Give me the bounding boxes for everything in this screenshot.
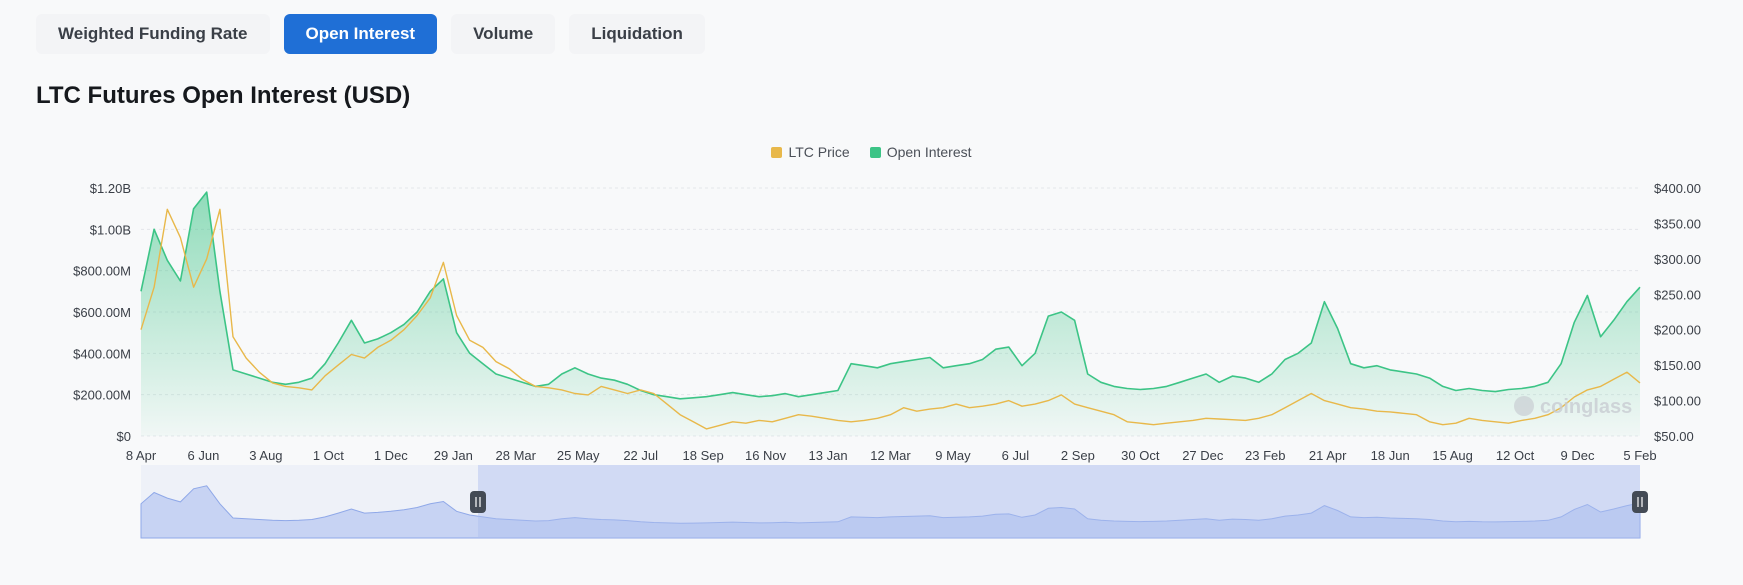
tab-liquidation[interactable]: Liquidation (569, 14, 705, 54)
x-tick-label: 8 Apr (126, 448, 157, 463)
x-tick-label: 1 Oct (313, 448, 344, 463)
tab-open-interest[interactable]: Open Interest (283, 14, 438, 54)
x-tick-label: 21 Apr (1309, 448, 1347, 463)
legend-label-open-interest: Open Interest (886, 144, 972, 160)
legend-swatch-open-interest (869, 146, 881, 158)
x-tick-label: 25 May (557, 448, 600, 463)
x-tick-label: 16 Nov (745, 448, 787, 463)
x-tick-label: 29 Jan (434, 448, 473, 463)
y-right-tick-label: $300.00 (1654, 252, 1701, 267)
legend-swatch-price (771, 146, 783, 158)
x-tick-label: 27 Dec (1182, 448, 1224, 463)
y-right-tick-label: $200.00 (1654, 323, 1701, 338)
x-tick-label: 15 Aug (1432, 448, 1473, 463)
open-interest-line (140, 191, 1641, 400)
x-tick-label: 6 Jul (1002, 448, 1030, 463)
y-left-tick-label: $0 (117, 429, 131, 444)
x-tick-label: 9 May (935, 448, 971, 463)
y-right-tick-label: $400.00 (1654, 181, 1701, 196)
y-left-tick-label: $1.20B (90, 181, 131, 196)
x-tick-label: 13 Jan (809, 448, 848, 463)
x-tick-label: 5 Feb (1623, 448, 1656, 463)
navigator-selection[interactable] (478, 465, 1640, 538)
x-tick-label: 12 Mar (870, 448, 911, 463)
y-left-tick-label: $200.00M (73, 388, 131, 403)
page-title: LTC Futures Open Interest (USD) (36, 82, 411, 109)
y-right-tick-label: $50.00 (1654, 429, 1694, 444)
x-tick-label: 30 Oct (1121, 448, 1160, 463)
x-tick-label: 2 Sep (1061, 448, 1095, 463)
x-tick-label: 1 Dec (374, 448, 408, 463)
y-left-tick-label: $400.00M (73, 346, 131, 361)
y-left-tick-label: $1.00B (90, 222, 131, 237)
x-tick-label: 3 Aug (249, 448, 282, 463)
ltc-price-line (140, 208, 1641, 430)
y-right-tick-label: $250.00 (1654, 287, 1701, 302)
navigator-handle-right[interactable] (1632, 491, 1648, 513)
x-tick-label: 23 Feb (1245, 448, 1285, 463)
y-right-tick-label: $100.00 (1654, 394, 1701, 409)
x-tick-label: 22 Jul (623, 448, 658, 463)
y-left-tick-label: $600.00M (73, 305, 131, 320)
legend-label-price: LTC Price (788, 144, 850, 160)
y-left-tick-label: $800.00M (73, 264, 131, 279)
x-tick-label: 18 Jun (1371, 448, 1410, 463)
open-interest-area (141, 192, 1640, 436)
x-tick-label: 6 Jun (188, 448, 220, 463)
legend-item-ltc-price[interactable]: LTC Price (771, 144, 850, 160)
navigator-series (140, 485, 1641, 539)
navigator-handle-left[interactable] (470, 491, 486, 513)
metric-tabs: Weighted Funding Rate Open Interest Volu… (36, 14, 705, 54)
x-tick-label: 12 Oct (1496, 448, 1535, 463)
watermark-text: coinglass (1540, 396, 1632, 418)
y-right-tick-label: $150.00 (1654, 358, 1701, 373)
tab-weighted-funding-rate[interactable]: Weighted Funding Rate (36, 14, 270, 54)
x-tick-label: 28 Mar (496, 448, 537, 463)
legend-item-open-interest[interactable]: Open Interest (869, 144, 972, 160)
chart-legend: LTC Price Open Interest (0, 144, 1743, 160)
x-tick-label: 18 Sep (683, 448, 724, 463)
x-tick-label: 9 Dec (1561, 448, 1595, 463)
tab-volume[interactable]: Volume (451, 14, 556, 54)
y-right-tick-label: $350.00 (1654, 216, 1701, 231)
coinglass-logo-icon (1514, 396, 1534, 416)
